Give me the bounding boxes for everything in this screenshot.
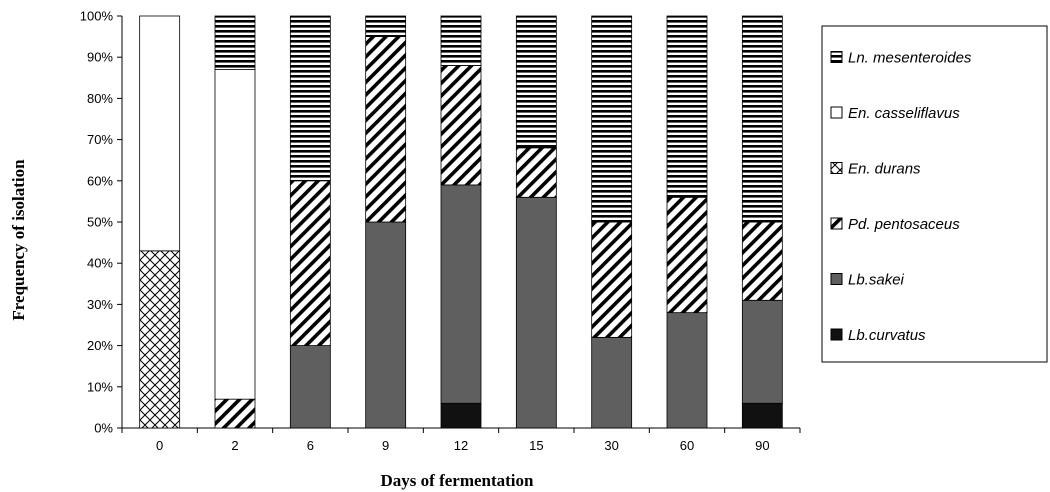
bar-segment — [214, 398, 256, 429]
y-tick-label: 80% — [87, 91, 113, 106]
x-tick-label: 12 — [454, 438, 468, 453]
legend-label: Pd. pentosaceus — [848, 216, 960, 233]
bar-segment — [591, 221, 633, 338]
x-tick-label: 60 — [680, 438, 694, 453]
y-tick-label: 70% — [87, 132, 113, 147]
y-tick-label: 50% — [87, 215, 113, 230]
bar-segment — [741, 221, 783, 301]
bar-segment — [365, 36, 407, 223]
bar-segment — [289, 15, 331, 182]
legend-label: En. casseliflavus — [848, 105, 960, 122]
y-tick-label: 100% — [80, 9, 114, 24]
legend: Ln. mesenteroides En. casseliflavus En. du… — [821, 25, 1048, 363]
bar-segment — [440, 15, 482, 66]
bar-segment — [591, 15, 633, 223]
bar-segment — [741, 299, 783, 404]
legend-swatch — [830, 217, 843, 230]
bar-segment — [741, 402, 783, 429]
legend-swatch — [830, 51, 843, 63]
bar-segment — [741, 15, 783, 223]
bars — [139, 15, 783, 429]
legend-swatch — [830, 328, 843, 341]
x-tick-label: 30 — [604, 438, 618, 453]
legend-box — [821, 25, 1048, 363]
legend-label: Lb.sakei — [848, 272, 905, 289]
bar-segment — [440, 65, 482, 186]
bar-segment — [365, 221, 407, 429]
bar-segment — [591, 336, 633, 429]
bar-segment — [515, 15, 557, 149]
legend-label: Ln. mesenteroides — [848, 50, 972, 67]
legend-swatch — [830, 106, 843, 119]
bar-segment — [214, 15, 256, 70]
x-tick-label: 15 — [529, 438, 543, 453]
y-tick-label: 20% — [87, 338, 113, 353]
bar-segment — [289, 345, 331, 429]
x-tick-label: 6 — [307, 438, 314, 453]
bar-segment — [666, 15, 708, 198]
bar-segment — [139, 15, 181, 252]
x-tick-label: 0 — [156, 438, 163, 453]
y-axis-title: Frequency of isolation — [9, 159, 28, 321]
bar-segment — [515, 196, 557, 429]
x-axis-title: Days of fermentation — [381, 471, 535, 490]
y-tick-label: 40% — [87, 256, 113, 271]
bar-segment — [515, 147, 557, 198]
legend-swatch — [830, 162, 843, 174]
y-tick-label: 0% — [94, 421, 113, 436]
bar-segment — [365, 15, 407, 38]
x-tick-label: 90 — [755, 438, 769, 453]
x-tick-label: 9 — [382, 438, 389, 453]
bar-segment — [139, 250, 181, 429]
bar-segment — [666, 312, 708, 429]
y-tick-label: 60% — [87, 173, 113, 188]
x-tick-label: 2 — [231, 438, 238, 453]
bar-segment — [440, 184, 482, 404]
bar-segment — [666, 196, 708, 314]
legend-label: Lb.curvatus — [848, 327, 926, 344]
y-tick-label: 10% — [87, 379, 113, 394]
legend-swatch — [830, 273, 843, 285]
y-tick-label: 30% — [87, 297, 113, 312]
legend-label: En. durans — [848, 161, 921, 178]
y-tick-label: 90% — [87, 50, 113, 65]
bar-segment — [214, 69, 256, 400]
plot-area: 0% 10% 20% 30% 40% 50% 60% 70% 80% 90% 100% 0 2 6 9 12 1… — [80, 9, 801, 453]
bar-segment — [289, 180, 331, 347]
bar-segment — [440, 402, 482, 429]
